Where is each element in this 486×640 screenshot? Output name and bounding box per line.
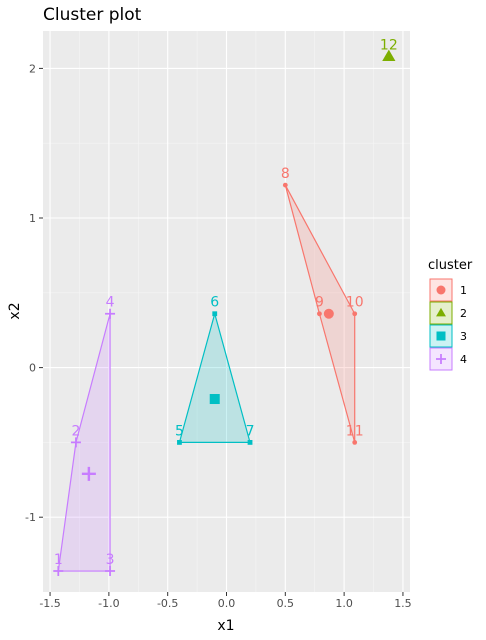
x-tick-label: -1.0 [98, 597, 119, 610]
point-label: 12 [380, 37, 398, 53]
x-tick-label: 0.5 [277, 597, 295, 610]
chart-title: Cluster plot [43, 5, 142, 25]
cluster-4-center [81, 466, 96, 481]
legend-label-4: 4 [460, 353, 467, 366]
grid-minor [43, 31, 410, 592]
legend-marker-3 [436, 331, 446, 341]
x-tick-label: 0.0 [218, 597, 236, 610]
legend: cluster 1 2 3 4 [428, 258, 473, 371]
point-label: 7 [246, 423, 255, 439]
legend-label-2: 2 [460, 307, 467, 320]
point-label: 1 [54, 552, 63, 568]
x-axis: -1.5 -1.0 -0.5 0.0 0.5 1.0 1.5 [39, 592, 412, 610]
point-label: 5 [175, 423, 184, 439]
grid-major [43, 31, 410, 592]
point-label: 2 [71, 423, 80, 439]
cluster-2-point [382, 49, 396, 61]
x-tick-label: -1.5 [39, 597, 60, 610]
cluster-1-point [352, 440, 358, 445]
legend-marker-2 [436, 307, 446, 317]
y-tick-label: -1 [25, 511, 36, 524]
cluster-1-point [317, 311, 322, 317]
legend-marker-1 [436, 285, 446, 295]
cluster-1-point [352, 311, 358, 317]
point-label: 8 [281, 166, 290, 182]
x-tick-label: 1.0 [335, 597, 353, 610]
cluster-3-center [209, 394, 220, 405]
point-label: 10 [346, 295, 364, 311]
cluster-1-center [323, 308, 334, 319]
cluster-3-point [247, 440, 253, 445]
point-label: 11 [346, 423, 364, 439]
x-tick-label: 1.5 [394, 597, 412, 610]
legend-label-3: 3 [460, 330, 467, 343]
x-tick-label: -0.5 [157, 597, 178, 610]
y-axis: -1 0 1 2 [25, 62, 43, 524]
cluster-3-hull [178, 311, 251, 443]
cluster-4-point [105, 566, 116, 577]
legend-label-1: 1 [460, 284, 467, 297]
cluster-3-point [212, 311, 218, 317]
point-label: 4 [106, 295, 115, 311]
y-axis-title: x2 [7, 302, 23, 319]
legend-marker-4 [436, 354, 446, 364]
cluster-4-point [105, 308, 116, 319]
cluster-3-point [177, 440, 182, 445]
cluster-4-point [70, 437, 81, 448]
y-tick-label: 0 [29, 362, 36, 375]
x-axis-title: x1 [217, 618, 234, 634]
cluster-1-point [282, 182, 288, 188]
y-tick-label: 1 [29, 212, 36, 225]
cluster-4-point [53, 566, 64, 577]
point-label: 9 [315, 295, 324, 311]
y-tick-label: 2 [29, 62, 36, 75]
data-points [53, 49, 396, 577]
point-label: 6 [210, 295, 219, 311]
legend-title: cluster [428, 258, 473, 273]
point-label: 3 [106, 552, 115, 568]
